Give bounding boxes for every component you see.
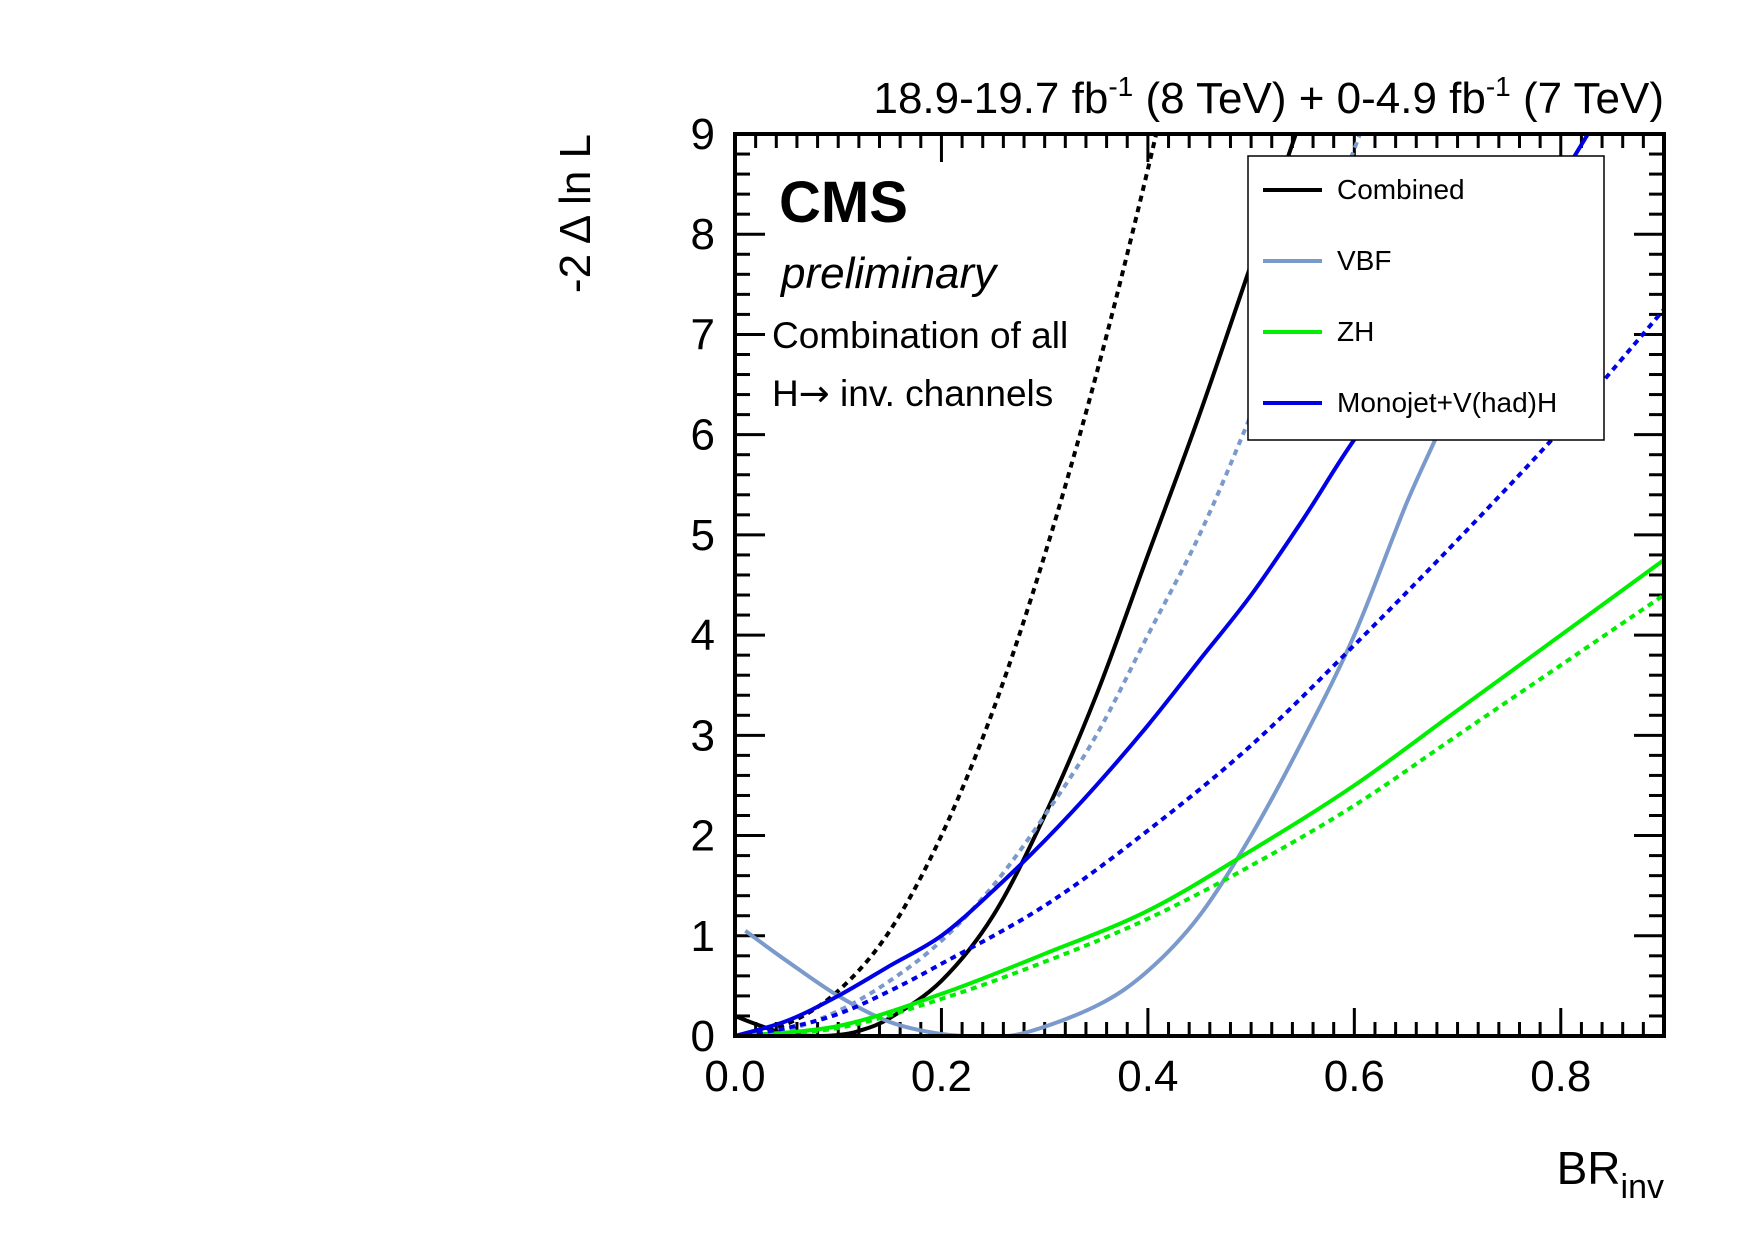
lumi-8tev-exponent: -1 xyxy=(1108,71,1133,102)
axis-tick-labels: 0.0 0.2 0.4 0.6 0.8 0 1 2 3 4 5 6 7 8 9 xyxy=(691,110,1592,1101)
monojet-v-had-h-expected-curve xyxy=(735,308,1664,1036)
annotation-line-2: H→ inv. channels xyxy=(772,372,1053,415)
x-axis-label-subscript: inv xyxy=(1621,1168,1664,1206)
x-tick-label: 0.6 xyxy=(1324,1052,1385,1101)
y-tick-label: 2 xyxy=(691,812,715,861)
lumi-7tev-exponent: -1 xyxy=(1486,71,1511,102)
combined-expected-curve xyxy=(735,134,1159,1036)
y-tick-label: 5 xyxy=(691,511,715,560)
zh-expected-curve xyxy=(735,593,1664,1036)
x-tick-label: 0.0 xyxy=(704,1052,765,1101)
legend-label: Monojet+V(had)H xyxy=(1337,387,1557,418)
y-axis-label: -2 Δ ln L xyxy=(551,134,600,293)
legend-entries: Combined VBF ZH Monojet+V(had)H xyxy=(1263,174,1557,418)
vbf-expected-curve xyxy=(735,134,1363,1036)
legend: Combined VBF ZH Monojet+V(had)H xyxy=(1247,155,1605,441)
y-tick-label: 8 xyxy=(691,210,715,259)
legend-label: ZH xyxy=(1337,316,1374,347)
y-tick-label: 7 xyxy=(691,310,715,359)
annotation-line-1: Combination of all xyxy=(772,315,1068,356)
annotation-higgs: H xyxy=(772,373,799,414)
x-axis-label-main: BR xyxy=(1557,1142,1621,1194)
plot-frame xyxy=(733,132,1666,1038)
annotation-suffix: inv. channels xyxy=(830,373,1054,414)
chart-top-label: 18.9-19.7 fb-1 (8 TeV) + 0-4.9 fb-1 (7 T… xyxy=(873,71,1664,123)
y-tick-label: 3 xyxy=(691,711,715,760)
y-tick-label: 0 xyxy=(691,1012,715,1061)
lumi-7tev-text: (8 TeV) + 0-4.9 fb xyxy=(1133,74,1486,123)
legend-label: VBF xyxy=(1337,245,1391,276)
legend-box xyxy=(1247,155,1605,441)
x-tick-label: 0.4 xyxy=(1117,1052,1178,1101)
x-axis-label: BRinv xyxy=(1557,1142,1664,1206)
x-tick-label: 0.8 xyxy=(1530,1052,1591,1101)
x-tick-label: 0.2 xyxy=(911,1052,972,1101)
y-tick-label: 6 xyxy=(691,411,715,460)
legend-label: Combined xyxy=(1337,174,1465,205)
vbf-observed-curve xyxy=(744,213,1512,1036)
y-tick-label: 1 xyxy=(691,912,715,961)
experiment-label: CMS xyxy=(779,170,908,235)
status-label: preliminary xyxy=(779,249,999,298)
lumi-7tev-suffix: (7 TeV) xyxy=(1511,74,1664,123)
annotation-arrow: → xyxy=(799,372,830,415)
y-tick-label: 9 xyxy=(691,110,715,159)
y-tick-label: 4 xyxy=(691,611,715,660)
zh-observed-curve xyxy=(735,558,1664,1036)
lumi-8tev-text: 18.9-19.7 fb xyxy=(873,74,1108,123)
